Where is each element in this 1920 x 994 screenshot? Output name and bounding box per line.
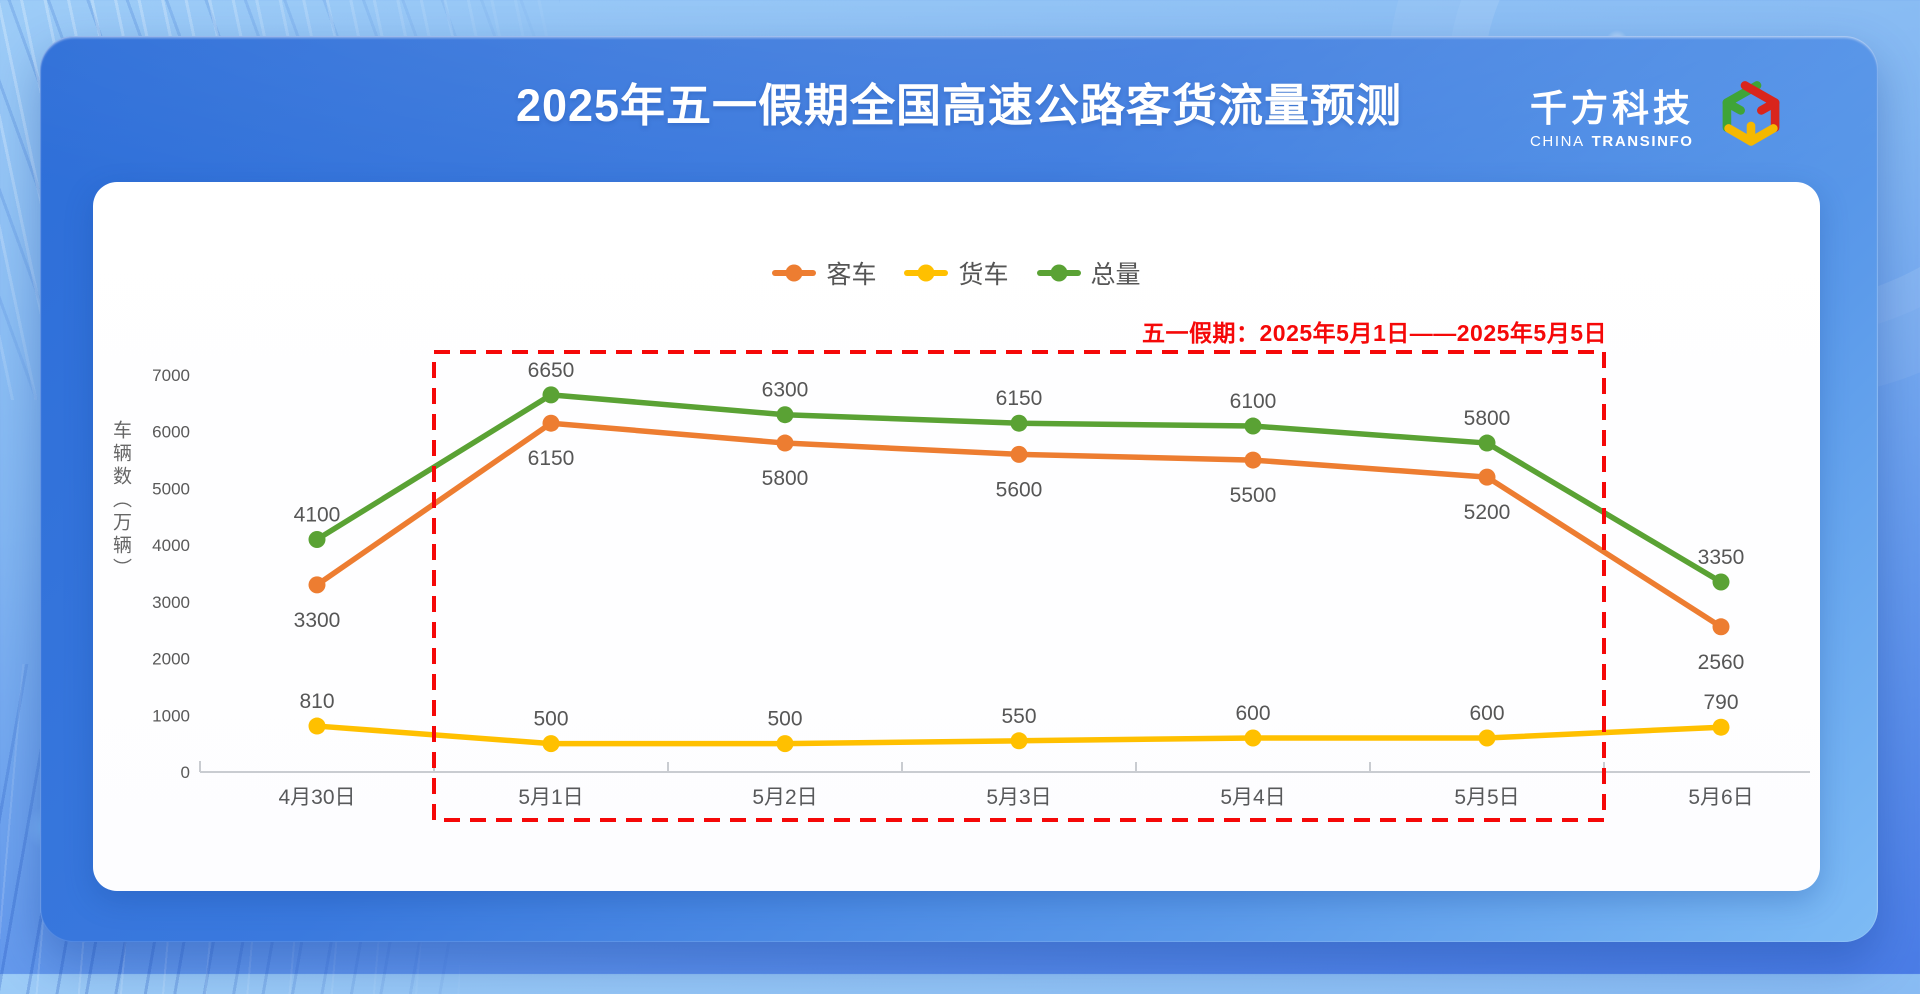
series-passenger-cars: 3300 6150 5800 5600 5500 5200 2560	[294, 414, 1745, 674]
y-tick-label: 7000	[152, 366, 190, 385]
data-label-trucks: 600	[1469, 702, 1504, 725]
x-tick-label: 5月6日	[1688, 786, 1753, 809]
data-label-passenger-cars: 5600	[996, 478, 1043, 501]
legend-marker-passenger-cars	[772, 264, 817, 282]
data-label-total: 6300	[762, 379, 809, 402]
x-tick-label: 5月3日	[986, 786, 1051, 809]
chart-card: 0 1000 2000 3000 4000 5000 6000 7000 4月30日 5月1日 5月…	[93, 182, 1820, 891]
legend-dot-icon	[1050, 264, 1067, 282]
legend-dot-icon	[917, 264, 935, 282]
data-label-total: 6650	[528, 359, 575, 382]
data-point-passenger-cars	[1010, 445, 1028, 463]
data-label-total: 3350	[1698, 546, 1745, 569]
y-tick-label: 4000	[152, 536, 190, 555]
data-label-trucks: 790	[1703, 691, 1738, 714]
x-tick-label: 5月1日	[518, 786, 583, 809]
data-label-trucks: 600	[1235, 702, 1270, 725]
legend-label-passenger-cars: 客车	[826, 261, 877, 289]
x-axis	[199, 761, 1810, 773]
legend-label-total: 总量	[1090, 261, 1141, 289]
brand-subtitle-right: TRANSINFO	[1591, 132, 1694, 150]
data-point-total	[1244, 417, 1262, 435]
x-tick-label: 5月4日	[1220, 786, 1285, 809]
data-label-trucks: 500	[533, 708, 568, 731]
data-point-trucks	[1244, 729, 1262, 747]
data-point-trucks	[1010, 732, 1028, 750]
holiday-highlight-rect	[432, 350, 1606, 822]
data-point-passenger-cars	[1244, 451, 1262, 469]
y-axis-title: 车辆数（万辆）	[110, 420, 131, 581]
data-point-passenger-cars	[542, 414, 560, 432]
data-point-total	[776, 406, 794, 424]
data-label-passenger-cars: 2560	[1698, 651, 1745, 674]
x-tick-label: 4月30日	[278, 786, 355, 809]
data-point-trucks	[776, 735, 794, 753]
data-label-passenger-cars: 6150	[528, 447, 575, 470]
data-label-passenger-cars: 5200	[1464, 501, 1511, 524]
data-label-total: 6100	[1230, 390, 1277, 413]
line-chart-svg: 0 1000 2000 3000 4000 5000 6000 7000 4月30日 5月1日 5月…	[152, 350, 1810, 822]
series-trucks: 810 500 500 550 600 600 790	[299, 690, 1739, 753]
main-panel: 2025年五一假期全国高速公路客货流量预测 千方科技 CHINA TRANSIN…	[40, 36, 1878, 942]
data-point-total	[1712, 573, 1730, 591]
panel-header: 2025年五一假期全国高速公路客货流量预测	[40, 46, 1878, 156]
legend-marker-trucks	[904, 264, 949, 282]
series-total: 4100 6650 6300 6150 6100 5800 3350	[294, 359, 1745, 591]
chart-legend: 客车 货车 总量	[93, 255, 1820, 291]
data-label-passenger-cars: 5500	[1230, 484, 1277, 507]
legend-item-trucks: 货车	[904, 255, 1009, 291]
legend-marker-total	[1036, 264, 1081, 282]
holiday-annotation: 五一假期：2025年5月1日——2025年5月5日	[1142, 320, 1607, 346]
brand-logo: 千方科技 CHINA TRANSINFO	[1530, 76, 1794, 162]
data-label-total: 4100	[294, 503, 341, 526]
data-point-trucks	[308, 717, 326, 735]
data-point-total	[1478, 434, 1496, 452]
data-point-passenger-cars	[776, 434, 794, 452]
data-point-trucks	[1712, 718, 1730, 736]
x-tick-label: 5月5日	[1454, 786, 1519, 809]
legend-label-trucks: 货车	[958, 261, 1009, 289]
data-label-total: 6150	[996, 387, 1043, 410]
data-label-trucks: 810	[299, 690, 334, 713]
legend-dot-icon	[785, 264, 803, 282]
data-point-total	[542, 386, 560, 404]
y-tick-label: 0	[181, 763, 190, 782]
y-tick-label: 3000	[152, 593, 190, 612]
data-point-total	[308, 530, 326, 548]
page-title: 2025年五一假期全国高速公路客货流量预测	[515, 79, 1403, 131]
y-tick-label: 5000	[152, 479, 190, 498]
brand-name: 千方科技	[1530, 88, 1694, 130]
x-axis-category-labels: 4月30日 5月1日 5月2日 5月3日 5月4日 5月5日 5月6日	[278, 786, 1753, 809]
data-label-trucks: 500	[767, 708, 802, 731]
y-axis-tick-labels: 0 1000 2000 3000 4000 5000 6000 7000	[152, 366, 190, 782]
data-point-passenger-cars	[308, 576, 326, 594]
data-point-trucks	[1478, 729, 1496, 747]
data-label-passenger-cars: 3300	[294, 609, 341, 632]
data-label-trucks: 550	[1001, 705, 1036, 728]
data-point-total	[1010, 414, 1028, 432]
data-label-total: 5800	[1464, 407, 1511, 430]
y-tick-label: 6000	[152, 423, 190, 442]
data-point-trucks	[542, 735, 560, 753]
legend-item-total: 总量	[1036, 255, 1141, 291]
cube-arrows-icon	[1722, 81, 1780, 146]
brand-text: 千方科技 CHINA TRANSINFO	[1530, 88, 1694, 150]
x-tick-label: 5月2日	[752, 786, 817, 809]
data-point-passenger-cars	[1712, 618, 1730, 636]
brand-subtitle: CHINA TRANSINFO	[1530, 133, 1694, 150]
y-tick-label: 2000	[152, 650, 190, 669]
data-point-passenger-cars	[1478, 468, 1496, 486]
data-label-passenger-cars: 5800	[762, 467, 809, 490]
y-tick-label: 1000	[152, 706, 190, 725]
brand-subtitle-left: CHINA	[1530, 132, 1585, 150]
legend-item-passenger-cars: 客车	[772, 255, 876, 291]
